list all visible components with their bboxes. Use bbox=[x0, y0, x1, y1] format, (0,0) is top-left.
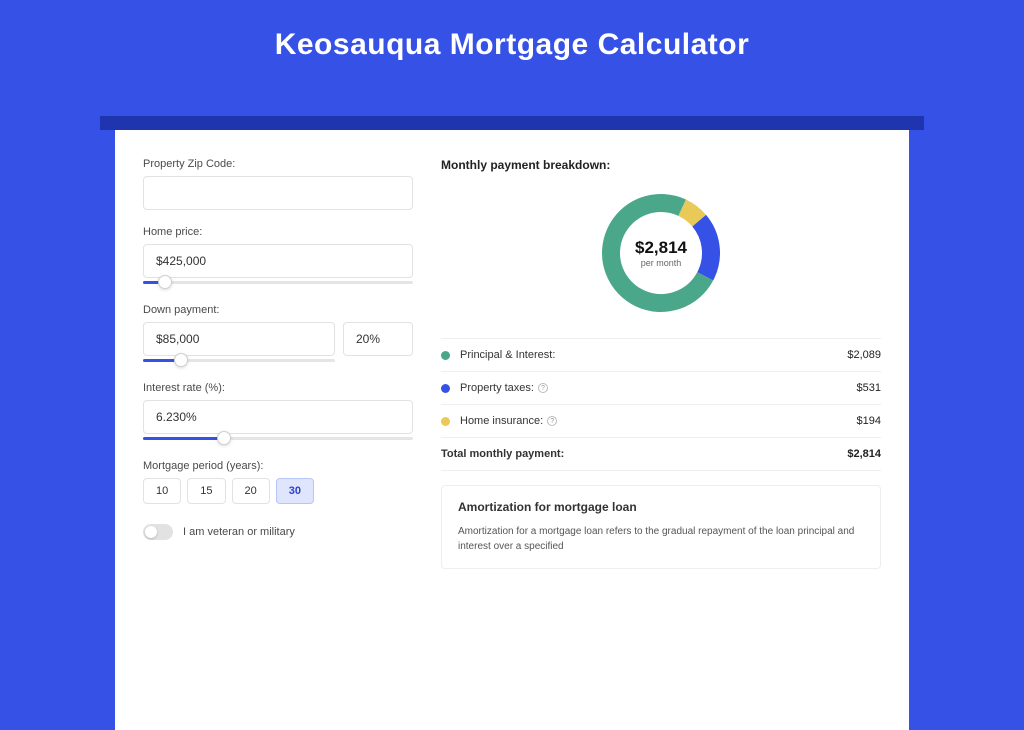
breakdown-row: Home insurance: ?$194 bbox=[441, 405, 881, 438]
mortgage-period-options: 1015 2030 bbox=[143, 478, 413, 504]
mortgage-period-label: Mortgage period (years): bbox=[143, 460, 413, 472]
breakdown-item-label: Home insurance: ? bbox=[460, 415, 857, 427]
breakdown-item-label: Principal & Interest: bbox=[460, 349, 847, 361]
home-price-input[interactable] bbox=[143, 244, 413, 278]
donut-amount: $2,814 bbox=[635, 238, 687, 258]
breakdown-total-row: Total monthly payment:$2,814 bbox=[441, 438, 881, 471]
donut-center: $2,814 per month bbox=[635, 238, 687, 268]
page-title: Keosauqua Mortgage Calculator bbox=[0, 0, 1024, 86]
breakdown-total-label: Total monthly payment: bbox=[441, 448, 847, 460]
legend-dot bbox=[441, 384, 450, 393]
period-option-15[interactable]: 15 bbox=[187, 478, 225, 504]
veteran-toggle[interactable] bbox=[143, 524, 173, 540]
mortgage-period-group: Mortgage period (years): 1015 2030 bbox=[143, 460, 413, 504]
help-icon[interactable]: ? bbox=[538, 383, 548, 393]
breakdown-panel: Monthly payment breakdown: $2,814 per mo… bbox=[441, 158, 881, 702]
card-shadow bbox=[100, 116, 924, 130]
interest-rate-input[interactable] bbox=[143, 400, 413, 434]
home-price-label: Home price: bbox=[143, 226, 413, 238]
home-price-slider[interactable] bbox=[143, 276, 413, 288]
interest-rate-slider[interactable] bbox=[143, 432, 413, 444]
amortization-box: Amortization for mortgage loan Amortizat… bbox=[441, 485, 881, 569]
period-option-20[interactable]: 20 bbox=[232, 478, 270, 504]
donut-sub: per month bbox=[635, 258, 687, 268]
down-payment-pct-input[interactable] bbox=[343, 322, 413, 356]
breakdown-row: Property taxes: ?$531 bbox=[441, 372, 881, 405]
breakdown-row: Principal & Interest:$2,089 bbox=[441, 339, 881, 372]
zip-group: Property Zip Code: bbox=[143, 158, 413, 210]
down-payment-input[interactable] bbox=[143, 322, 335, 356]
zip-input[interactable] bbox=[143, 176, 413, 210]
breakdown-total-value: $2,814 bbox=[847, 448, 881, 460]
interest-rate-group: Interest rate (%): bbox=[143, 382, 413, 444]
breakdown-item-value: $531 bbox=[857, 382, 881, 394]
legend-dot bbox=[441, 351, 450, 360]
breakdown-item-label: Property taxes: ? bbox=[460, 382, 857, 394]
amortization-text: Amortization for a mortgage loan refers … bbox=[458, 524, 864, 554]
down-payment-group: Down payment: bbox=[143, 304, 413, 366]
zip-label: Property Zip Code: bbox=[143, 158, 413, 170]
interest-rate-label: Interest rate (%): bbox=[143, 382, 413, 394]
inputs-panel: Property Zip Code: Home price: Down paym… bbox=[143, 158, 413, 702]
period-option-10[interactable]: 10 bbox=[143, 478, 181, 504]
veteran-row: I am veteran or military bbox=[143, 524, 413, 540]
breakdown-item-value: $2,089 bbox=[847, 349, 881, 361]
donut-area: $2,814 per month bbox=[441, 182, 881, 332]
period-option-30[interactable]: 30 bbox=[276, 478, 314, 504]
legend-dot bbox=[441, 417, 450, 426]
breakdown-title: Monthly payment breakdown: bbox=[441, 158, 881, 172]
down-payment-slider[interactable] bbox=[143, 354, 335, 366]
home-price-group: Home price: bbox=[143, 226, 413, 288]
breakdown-item-value: $194 bbox=[857, 415, 881, 427]
down-payment-label: Down payment: bbox=[143, 304, 413, 316]
calculator-card: Property Zip Code: Home price: Down paym… bbox=[115, 130, 909, 730]
help-icon[interactable]: ? bbox=[547, 416, 557, 426]
breakdown-list: Principal & Interest:$2,089Property taxe… bbox=[441, 338, 881, 471]
veteran-label: I am veteran or military bbox=[183, 526, 295, 538]
